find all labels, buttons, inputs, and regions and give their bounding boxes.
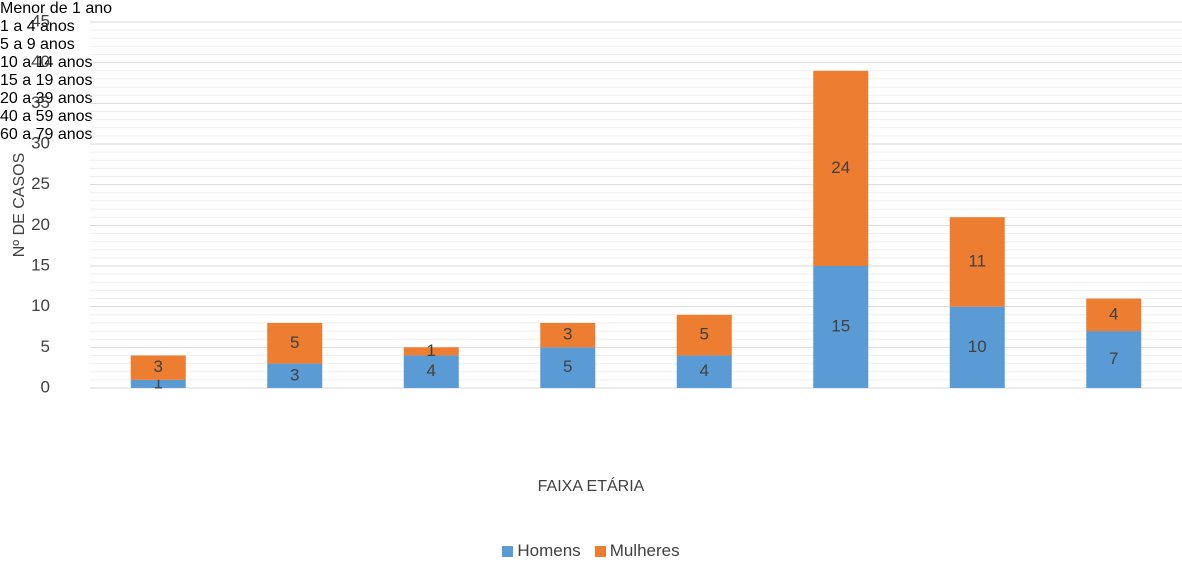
- x-axis-label: FAIXA ETÁRIA: [537, 478, 645, 495]
- y-tick-label: 15: [31, 255, 50, 274]
- x-tick-label: 15 a 19 anos: [0, 72, 93, 89]
- x-tick-label: 10 a 14 anos: [0, 54, 93, 71]
- y-tick-label: 45: [31, 11, 50, 30]
- y-tick-label: 25: [31, 174, 50, 193]
- bar-segment: [1086, 298, 1142, 332]
- x-tick-label: 60 a 79 anos: [0, 126, 93, 143]
- legend-item: Homens: [502, 541, 581, 561]
- legend-label: Homens: [517, 541, 581, 560]
- bar-segment: [813, 266, 869, 388]
- bar-segment: [949, 217, 1005, 307]
- data-label: 1: [427, 341, 436, 360]
- y-tick-label: 10: [31, 296, 50, 315]
- bar-segment: [540, 322, 596, 348]
- x-tick-label: 20 a 39 anos: [0, 90, 93, 107]
- bar-segment: [540, 347, 596, 388]
- x-tick-label: 1 a 4 anos: [0, 18, 75, 35]
- y-axis-label: Nº DE CASOS: [11, 153, 28, 258]
- legend: Homens Mulheres: [0, 541, 1182, 561]
- x-tick-label: Menor de 1 ano: [0, 0, 113, 17]
- bar-segment: [676, 314, 732, 356]
- y-tick-label: 40: [31, 52, 50, 71]
- bar-segment: [267, 322, 323, 364]
- data-label: 4: [1109, 304, 1118, 323]
- legend-swatch: [594, 545, 606, 557]
- legend-label: Mulheres: [609, 541, 680, 560]
- x-tick-label: 40 a 59 anos: [0, 108, 93, 125]
- data-label: 5: [700, 325, 709, 344]
- bar-segment: [267, 363, 323, 388]
- data-label: 15: [831, 316, 850, 335]
- bar-segment: [676, 355, 732, 388]
- data-label: 7: [1109, 349, 1118, 368]
- legend-swatch: [502, 545, 514, 557]
- data-label: 3: [290, 365, 299, 384]
- data-label: 3: [154, 357, 163, 376]
- bar-segment: [1086, 331, 1142, 388]
- y-tick-label: 35: [31, 93, 50, 112]
- y-tick-label: 5: [41, 337, 50, 356]
- data-label: 1: [154, 373, 163, 392]
- bar-segment: [130, 355, 186, 380]
- data-label: 4: [700, 361, 709, 380]
- bar-segment: [130, 379, 186, 388]
- x-tick-label: 5 a 9 anos: [0, 36, 75, 53]
- data-label: 5: [290, 333, 299, 352]
- data-label: 10: [968, 337, 987, 356]
- data-label: 24: [831, 158, 850, 177]
- y-tick-label: 30: [31, 133, 50, 152]
- bar-segment: [403, 355, 459, 388]
- bar-segment: [949, 306, 1005, 388]
- data-label: 11: [968, 251, 986, 270]
- bar-segment: [813, 70, 869, 266]
- data-label: 4: [427, 361, 436, 380]
- y-tick-label: 20: [31, 215, 50, 234]
- data-label: 5: [563, 357, 572, 376]
- legend-item: Mulheres: [594, 541, 680, 561]
- bar-segment: [403, 347, 459, 356]
- data-label: 3: [563, 325, 572, 344]
- y-tick-label: 0: [41, 377, 50, 396]
